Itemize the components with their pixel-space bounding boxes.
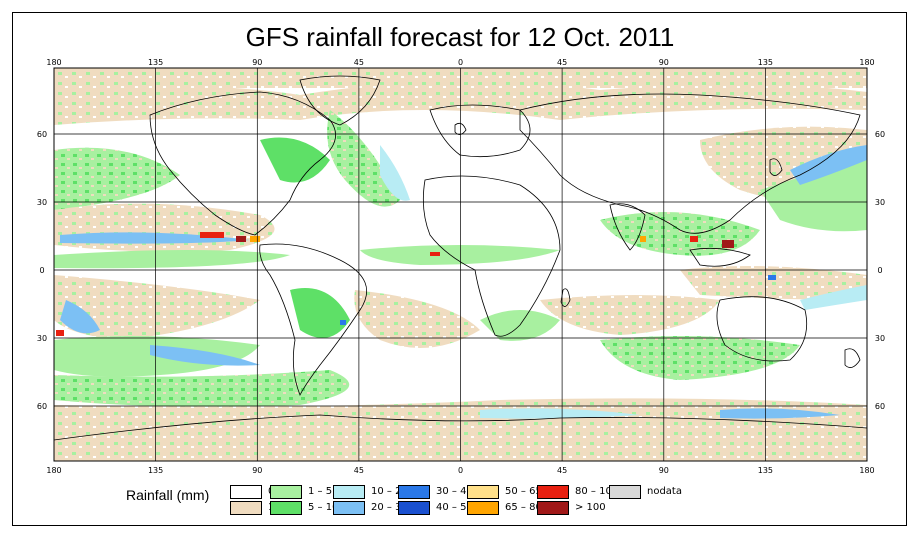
graticule xyxy=(54,68,867,461)
continent-outlines xyxy=(54,75,867,441)
lat-tick-right-1: 30 xyxy=(875,198,885,207)
legend-swatch xyxy=(537,484,569,499)
legend-label: 80 – 100 xyxy=(575,486,619,497)
lon-tick-top-6: 90 xyxy=(659,58,669,67)
legend-title: Rainfall (mm) xyxy=(126,487,210,503)
legend-swatch xyxy=(270,484,302,499)
lat-tick-left-0: 60 xyxy=(37,130,47,139)
legend-swatch xyxy=(467,500,499,515)
lon-tick-bottom-7: 135 xyxy=(758,466,773,475)
legend-swatch xyxy=(230,500,262,515)
legend-item: nodata xyxy=(609,484,682,499)
legend-label: > 100 xyxy=(575,502,606,513)
legend-swatch xyxy=(609,484,641,499)
map-title: GFS rainfall forecast for 12 Oct. 2011 xyxy=(245,22,675,52)
legend-swatch xyxy=(230,484,262,499)
legend-label: 1 – 5 xyxy=(308,486,333,497)
legend-label: 20 – 30 xyxy=(371,502,408,513)
legend-item: 10 – 20 xyxy=(333,484,408,499)
lon-tick-bottom-6: 90 xyxy=(659,466,669,475)
lon-tick-bottom-8: 180 xyxy=(859,466,874,475)
lon-tick-top-1: 135 xyxy=(148,58,163,67)
lon-tick-top-2: 90 xyxy=(252,58,262,67)
legend-item: 1 – 5 xyxy=(270,484,332,499)
map-border xyxy=(53,67,868,462)
lon-tick-top-7: 135 xyxy=(758,58,773,67)
legend-swatch xyxy=(537,500,569,515)
legend-label: nodata xyxy=(647,486,682,497)
lat-tick-left-4: 60 xyxy=(37,402,47,411)
legend-item: > 100 xyxy=(537,500,606,515)
legend-item: 50 – 65 xyxy=(467,484,542,499)
lat-tick-left-1: 30 xyxy=(37,198,47,207)
legend-item: 65 – 80 xyxy=(467,500,542,515)
lon-tick-top-0: 180 xyxy=(46,58,61,67)
legend-swatch xyxy=(398,500,430,515)
lon-tick-bottom-5: 45 xyxy=(557,466,567,475)
lon-tick-bottom-2: 90 xyxy=(252,466,262,475)
legend-item: 30 – 40 xyxy=(398,484,473,499)
legend-item: 80 – 100 xyxy=(537,484,618,499)
legend-label: 50 – 65 xyxy=(505,486,542,497)
lat-tick-left-2: 0 xyxy=(39,266,44,275)
lon-tick-bottom-1: 135 xyxy=(148,466,163,475)
legend-label: 65 – 80 xyxy=(505,502,542,513)
lon-tick-top-8: 180 xyxy=(859,58,874,67)
legend-item: 40 – 50 xyxy=(398,500,473,515)
legend-swatch xyxy=(467,484,499,499)
figure-frame xyxy=(12,12,907,526)
legend-swatch xyxy=(270,500,302,515)
lat-tick-right-4: 60 xyxy=(875,402,885,411)
lon-tick-bottom-3: 45 xyxy=(354,466,364,475)
lat-tick-left-3: 30 xyxy=(37,334,47,343)
legend-label: 10 – 20 xyxy=(371,486,408,497)
legend-swatch xyxy=(333,484,365,499)
legend-swatch xyxy=(398,484,430,499)
lon-tick-top-5: 45 xyxy=(557,58,567,67)
legend-label: 40 – 50 xyxy=(436,502,473,513)
legend-item: 0 xyxy=(230,484,274,499)
lat-tick-right-0: 60 xyxy=(875,130,885,139)
lon-tick-bottom-4: 0 xyxy=(458,466,463,475)
legend-swatch xyxy=(333,500,365,515)
lon-tick-top-4: 0 xyxy=(458,58,463,67)
legend-label: 5 – 10 xyxy=(308,502,339,513)
legend-label: 30 – 40 xyxy=(436,486,473,497)
lat-tick-right-3: 30 xyxy=(875,334,885,343)
legend-item: 1 xyxy=(230,500,274,515)
legend-item: 20 – 30 xyxy=(333,500,408,515)
legend-item: 5 – 10 xyxy=(270,500,338,515)
lon-tick-bottom-0: 180 xyxy=(46,466,61,475)
lat-tick-right-2: 0 xyxy=(877,266,882,275)
lon-tick-top-3: 45 xyxy=(354,58,364,67)
